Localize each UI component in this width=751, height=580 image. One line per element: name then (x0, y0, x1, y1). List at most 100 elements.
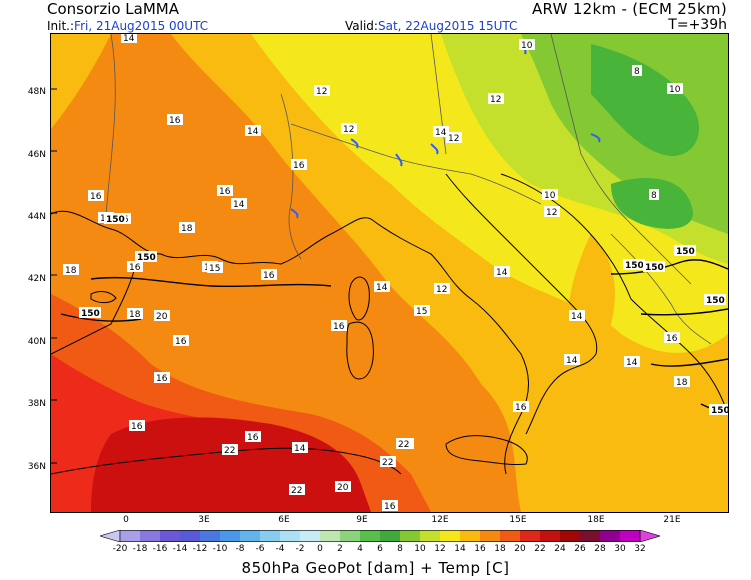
temperature-label: 8 (634, 67, 640, 77)
colorbar-tick-label: -16 (152, 544, 168, 554)
geopot-label: 150 (106, 215, 125, 225)
geopot-label: 150 (137, 253, 156, 263)
colorbar-swatch (380, 530, 401, 542)
temperature-label: 18 (129, 310, 141, 320)
temperature-label-bg (63, 264, 79, 275)
temperature-colorbar (100, 530, 660, 542)
temperature-label-bg (414, 305, 430, 316)
coastline-sardinia (346, 321, 374, 380)
colorbar-tick-label: 28 (594, 544, 606, 554)
lake-5 (590, 133, 601, 143)
colorbar-tick-label: 0 (317, 544, 323, 554)
temperature-label: 22 (224, 446, 235, 456)
geopot-isoline-east (610, 259, 728, 275)
lead-time: T=+39h (668, 17, 727, 33)
temperature-label-bg (488, 93, 504, 104)
temperature-label: 12 (316, 87, 327, 97)
temperature-label-bg (433, 126, 449, 137)
temperature-label: 16 (384, 502, 396, 512)
colorbar-tick-label: 26 (574, 544, 586, 554)
temperature-label: 18 (181, 224, 193, 234)
temperature-label-bg (335, 481, 351, 492)
temperature-label-bg (127, 308, 143, 319)
colorbar-swatch (540, 530, 561, 542)
temperature-label-bg (542, 189, 558, 200)
temperature-label: 15 (209, 264, 220, 274)
temperature-label-bg (569, 310, 585, 321)
temperature-label-bg (129, 420, 145, 431)
temperature-label-bg (494, 266, 510, 277)
temperature-label-bg (374, 281, 390, 292)
colorbar-swatch (260, 530, 281, 542)
lat-label-46n: 46N (27, 150, 46, 160)
colorbar-tick-label: 32 (634, 544, 646, 554)
temperature-label: 10 (544, 191, 556, 201)
init-label: Init.: (47, 19, 75, 33)
temperature-label-bg (207, 262, 223, 273)
geopot-isoline-east-3 (650, 358, 728, 367)
temperature-label-bg (632, 65, 642, 76)
lat-label-36n: 36N (27, 462, 46, 472)
colorbar-swatch (240, 530, 261, 542)
temperature-label-bg (88, 190, 104, 201)
lon-label-9e: 9E (356, 515, 368, 525)
lon-label-18e: 18E (587, 515, 605, 525)
geopot-label-bg (709, 404, 728, 415)
temperature-label: 10 (669, 85, 681, 95)
temperature-label-bg (446, 132, 462, 143)
temperature-label: 16 (129, 263, 141, 273)
forecast-map: 1410810121216141214128161614161610121618… (50, 33, 729, 513)
coastline-balearics (90, 290, 117, 304)
lake-6 (290, 208, 299, 219)
temperature-label: 12 (343, 125, 354, 135)
valid-time-row: Valid:Sat, 22Aug2015 15UTC (345, 19, 517, 33)
temperature-label: 22 (291, 486, 302, 496)
init-time-value: Fri, 21Aug2015 00UTC (74, 19, 209, 33)
lat-ticks (51, 88, 57, 464)
temperature-label-bg (331, 320, 347, 331)
lat-label-40n: 40N (27, 337, 46, 347)
colorbar-tick-label: -20 (112, 544, 128, 554)
temperature-label: 12 (436, 285, 447, 295)
geopot-label: 150 (676, 247, 695, 257)
temperature-label: 16 (90, 192, 102, 202)
temperature-label: 16 (293, 161, 305, 171)
colorbar-under-arrow (100, 530, 121, 542)
temperature-label-bg (513, 401, 529, 412)
geopot-label-bg (104, 213, 126, 224)
temperature-label: 22 (382, 458, 393, 468)
coastline-italy-west (370, 218, 529, 475)
temperature-label-bg (667, 83, 683, 94)
geopot-label: 150 (645, 263, 664, 273)
temperature-label: 16 (515, 403, 527, 413)
geopot-isoline-east-2 (640, 308, 728, 316)
temperature-label-bg (154, 310, 170, 321)
temperature-label: 16 (175, 337, 187, 347)
colorbar-swatch (280, 530, 301, 542)
colorbar-tick-label: 12 (434, 544, 446, 554)
temperature-label: 22 (398, 440, 409, 450)
geopot-label: 150 (625, 261, 644, 271)
temperature-label: 18 (676, 378, 688, 388)
lon-label-12e: 12E (431, 515, 449, 525)
lat-label-44n: 44N (27, 212, 46, 222)
temperature-label-bg (544, 206, 560, 217)
colorbar-tick-label: 24 (554, 544, 566, 554)
colorbar-frame (119, 530, 641, 542)
colorbar-swatch (440, 530, 461, 542)
temperature-label-bg (664, 332, 680, 343)
forecast-map-canvas: 1410810121216141214128161614161610121618… (51, 34, 728, 512)
lon-label-3e: 3E (198, 515, 210, 525)
temp-band-14-balkan (567, 234, 615, 363)
colorbar-tick-label: 14 (454, 544, 466, 554)
temperature-label: 12 (546, 208, 557, 218)
lon-label-21e: 21E (663, 515, 681, 525)
geopot-label: 150 (711, 406, 728, 416)
colorbar-tick-label: 20 (514, 544, 526, 554)
temperature-label-bg (173, 335, 189, 346)
colorbar-swatch (480, 530, 501, 542)
temperature-label-bg (519, 39, 535, 50)
lake-2 (350, 138, 359, 149)
temperature-label-bg (624, 356, 640, 367)
geopot-label-bg (79, 307, 101, 318)
